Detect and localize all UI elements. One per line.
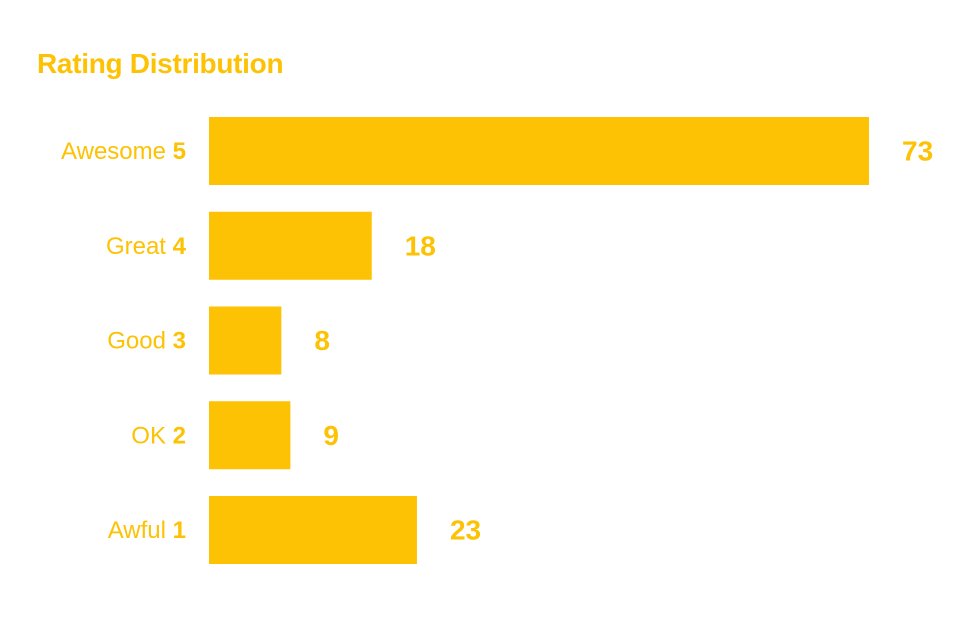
- category-name: Good: [107, 327, 172, 354]
- category-label-great: Great 4: [106, 232, 187, 259]
- bar-ok: [209, 401, 291, 470]
- category-score: 5: [173, 138, 186, 165]
- category-label-good: Good 3: [107, 327, 186, 354]
- chart-title: Rating Distribution: [37, 48, 284, 79]
- category-name: Great: [106, 232, 173, 259]
- category-score: 4: [173, 232, 187, 259]
- category-label-awful: Awful 1: [108, 517, 186, 544]
- category-name: Awesome: [61, 138, 173, 165]
- data-label-awful: 23: [450, 515, 481, 546]
- category-label-ok: OK 2: [131, 422, 186, 449]
- category-name: OK: [131, 422, 172, 449]
- data-label-ok: 9: [323, 420, 339, 451]
- bar-awful: [209, 496, 417, 564]
- data-label-great: 18: [405, 230, 436, 261]
- category-score: 2: [173, 422, 186, 449]
- bar-good: [209, 306, 282, 375]
- bar-awesome: [209, 117, 869, 185]
- data-label-awesome: 73: [902, 136, 933, 167]
- bar-great: [209, 211, 372, 280]
- category-label-awesome: Awesome 5: [61, 138, 186, 165]
- data-label-good: 8: [314, 325, 330, 356]
- category-name: Awful: [108, 517, 173, 544]
- category-score: 1: [173, 517, 186, 544]
- category-score: 3: [173, 327, 186, 354]
